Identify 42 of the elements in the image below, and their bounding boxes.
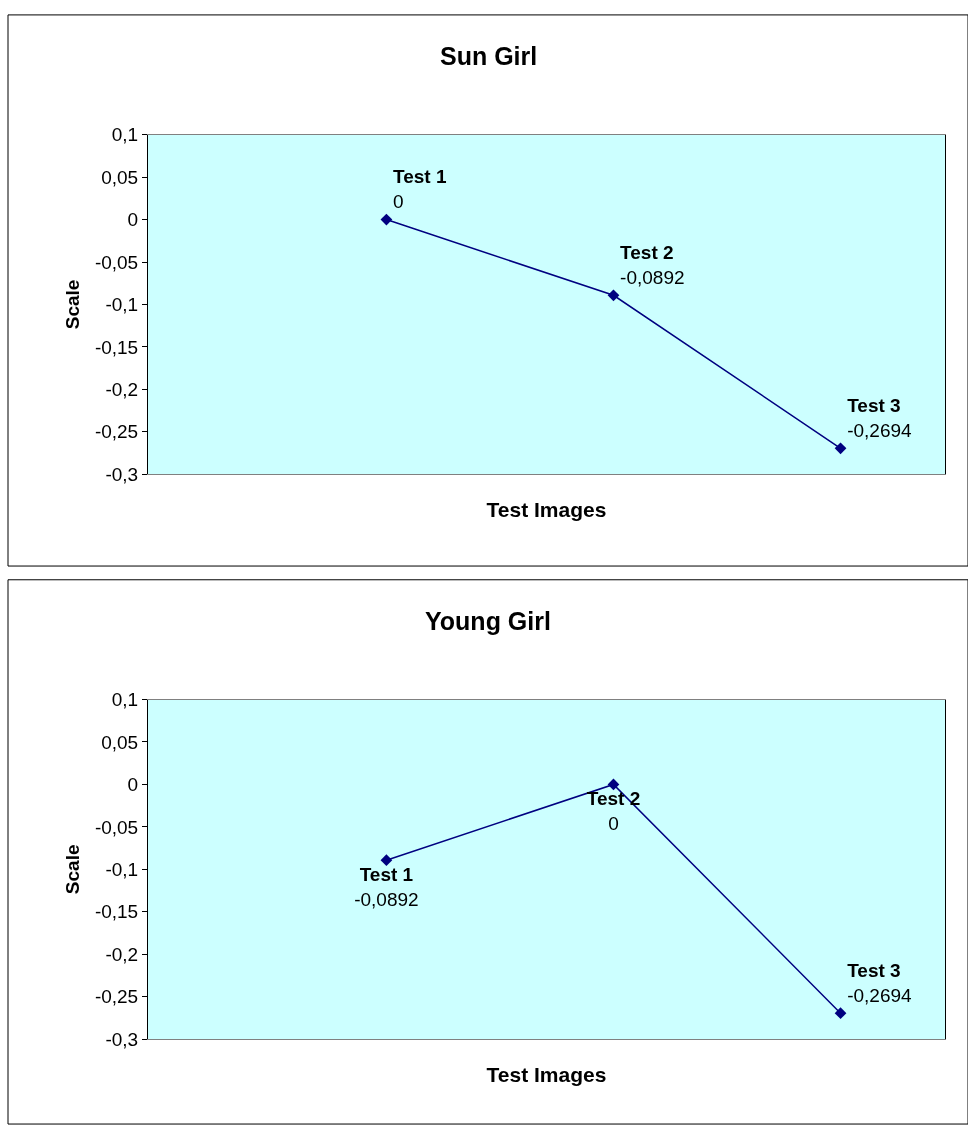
y-tick-label: 0,05	[101, 731, 139, 753]
y-axis-title: Scale	[61, 844, 83, 895]
chart-title: Sun Girl	[440, 42, 538, 70]
y-tick-label: -0,3	[105, 463, 139, 485]
y-tick-label: -0,15	[94, 336, 139, 358]
x-axis-title: Test Images	[486, 1063, 607, 1087]
data-label: 0	[393, 191, 404, 213]
y-tick-label: -0,1	[105, 858, 139, 880]
point	[834, 1007, 847, 1020]
point	[607, 289, 620, 302]
y-tick-label: 0,05	[101, 166, 139, 188]
y-axis-title: Scale	[61, 279, 83, 330]
x-axis-title: Test Images	[486, 498, 607, 522]
y-tick-label: -0,1	[105, 294, 139, 316]
x-tick-label: Test 1	[393, 166, 447, 188]
y-tick-label: 0	[127, 209, 139, 231]
point	[607, 778, 620, 791]
data-label: -0,0892	[354, 888, 419, 910]
data-label: -0,0892	[620, 266, 685, 288]
data-label: 0	[608, 813, 619, 834]
y-tick-label: -0,25	[94, 986, 139, 1008]
y-tick-label: -0,3	[105, 1028, 139, 1050]
data-label: -0,2694	[847, 419, 913, 441]
y-tick-label: -0,05	[94, 816, 139, 838]
x-tick-label: Test 3	[847, 960, 901, 982]
y-tick-label: -0,2	[105, 943, 139, 965]
chart-title: Young Girl	[425, 607, 551, 635]
y-tick-label: -0,2	[105, 379, 139, 401]
data-label: -0,2694	[847, 984, 913, 1006]
x-tick-label: Test 2	[586, 788, 641, 810]
y-tick-label: -0,05	[94, 251, 139, 273]
y-tick-label: -0,25	[94, 421, 139, 443]
x-tick-label: Test 3	[847, 395, 901, 417]
y-tick-label: -0,15	[94, 901, 139, 923]
point	[834, 442, 847, 455]
y-tick-label: 0,1	[111, 124, 139, 146]
point	[380, 854, 393, 867]
y-tick-label: 0	[127, 774, 139, 796]
x-tick-label: Test 1	[359, 864, 414, 886]
point	[380, 213, 393, 226]
y-tick-label: 0,1	[111, 689, 139, 711]
x-tick-label: Test 2	[620, 242, 674, 264]
